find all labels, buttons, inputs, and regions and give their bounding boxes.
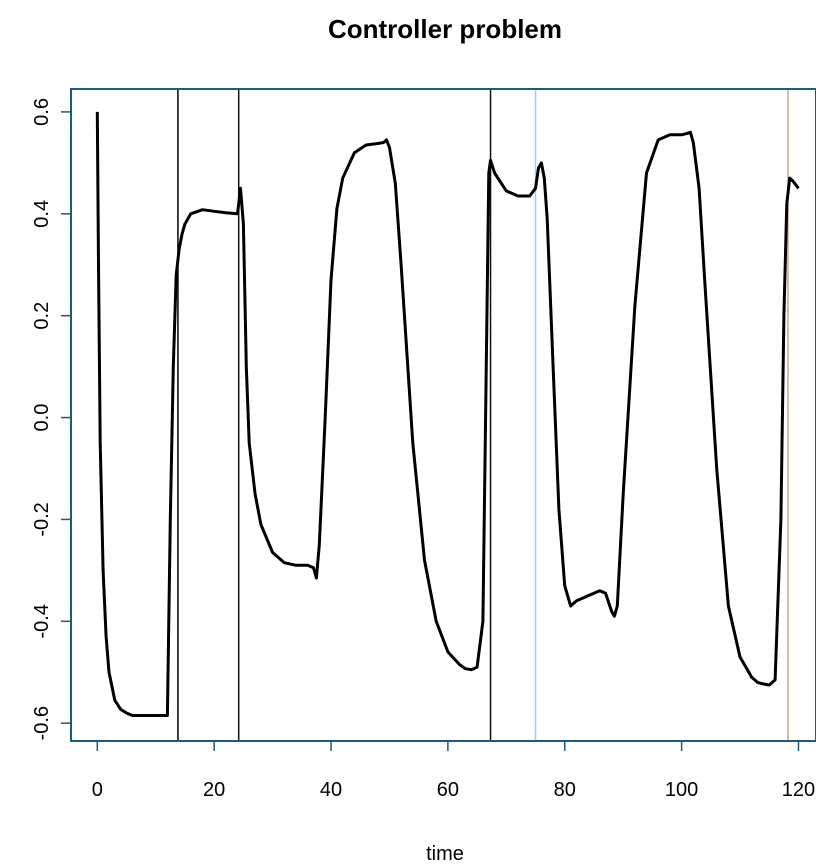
chart-title: Controller problem	[328, 14, 562, 44]
y-tick-label-4: 0.2	[31, 302, 53, 330]
x-axis-label: time	[426, 843, 464, 865]
vertical-markers	[177, 89, 789, 741]
series-group	[95, 111, 800, 717]
x-tick-label-6: 120	[782, 779, 815, 801]
y-tick-label-6: 0.6	[31, 98, 53, 126]
y-axis: -0.6 -0.4 -0.2 0.0 0.2 0.4 0.6	[31, 98, 71, 740]
y-tick-label-1: -0.4	[31, 604, 53, 638]
y-tick-label-5: 0.4	[31, 200, 53, 228]
x-tick-label-3: 60	[437, 779, 459, 801]
y-tick-label-2: -0.2	[31, 502, 53, 536]
plot-frame	[70, 88, 816, 742]
series-line-0	[95, 111, 800, 717]
x-tick-label-1: 20	[203, 779, 225, 801]
y-tick-label-0: -0.6	[31, 706, 53, 740]
y-tick-label-3: 0.0	[31, 404, 53, 432]
x-tick-label-5: 100	[665, 779, 698, 801]
x-tick-label-0: 0	[92, 779, 103, 801]
x-tick-label-4: 80	[554, 779, 576, 801]
x-axis: 0 20 40 60 80 100 120	[92, 741, 815, 801]
x-tick-label-2: 40	[320, 779, 342, 801]
